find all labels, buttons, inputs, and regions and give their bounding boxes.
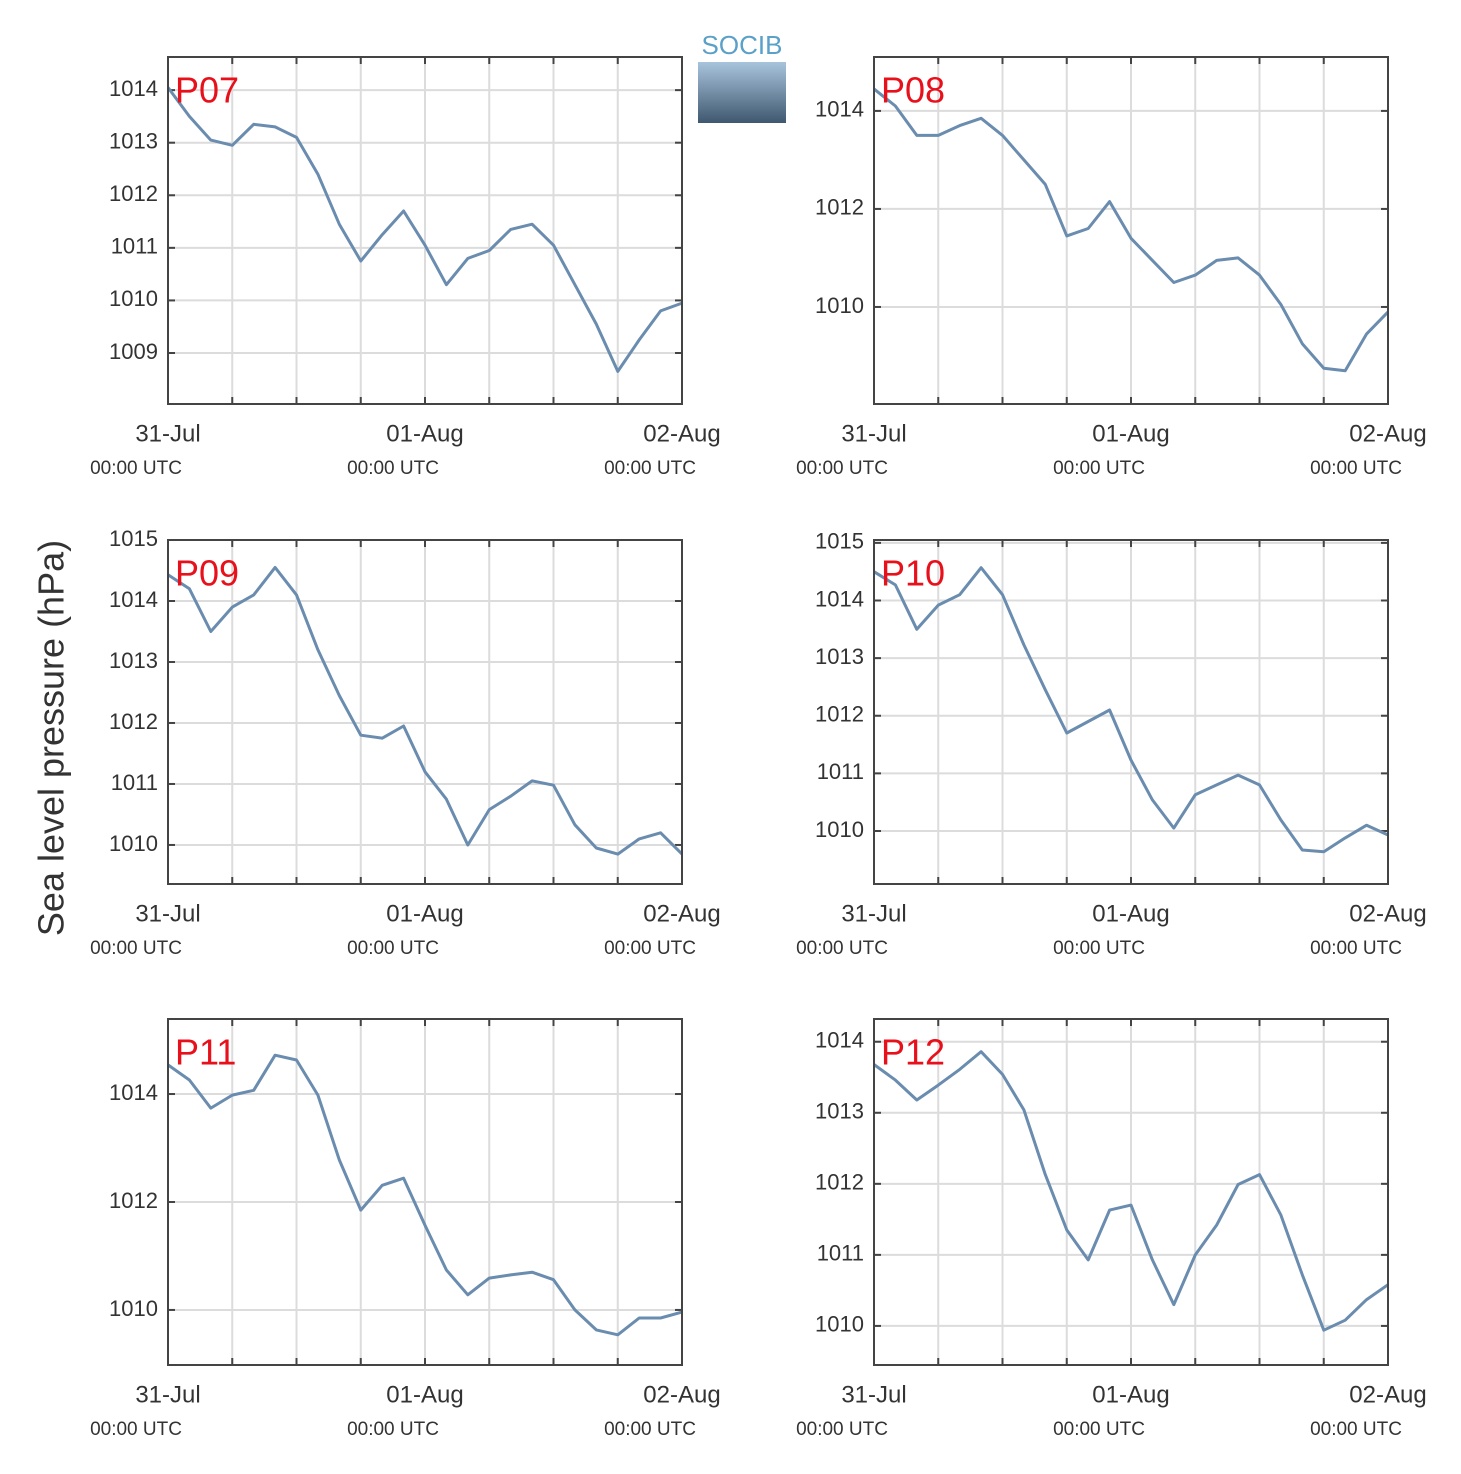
line	[873, 1050, 1389, 1332]
y-tick-label: 1010	[815, 293, 864, 318]
x-tick-label: 02-Aug	[643, 1381, 720, 1408]
x-tick-sublabel: 00:00 UTC	[1053, 1419, 1145, 1440]
y-axis-label: Sea level pressure (hPa)	[31, 540, 72, 936]
y-tick-label: 1009	[109, 339, 158, 364]
axes-frame	[873, 56, 1389, 405]
y-tick-label: 1012	[815, 702, 864, 727]
y-tick-label: 1010	[815, 817, 864, 842]
axes-frame	[167, 539, 683, 885]
line	[167, 565, 684, 856]
y-tick-label: 1013	[109, 648, 158, 673]
x-tick-sublabel: 00:00 UTC	[796, 938, 888, 959]
y-tick-label: 1013	[815, 1099, 864, 1124]
panel-title: P10	[881, 553, 945, 594]
y-tick-label: 1015	[109, 526, 158, 551]
x-tick-label: 02-Aug	[1349, 420, 1426, 447]
x-tick-sublabel: 00:00 UTC	[1053, 938, 1145, 959]
x-tick-sublabel: 00:00 UTC	[604, 458, 696, 479]
x-tick-label: 01-Aug	[1092, 900, 1169, 927]
x-tick-label: 31-Jul	[135, 420, 200, 447]
x-tick-sublabel: 00:00 UTC	[347, 938, 439, 959]
y-tick-label: 1014	[109, 1080, 158, 1105]
panel-title: P11	[175, 1032, 236, 1073]
panel-title: P07	[175, 70, 239, 111]
x-tick-label: 31-Jul	[135, 900, 200, 927]
x-tick-label: 01-Aug	[1092, 1381, 1169, 1408]
x-tick-sublabel: 00:00 UTC	[347, 1419, 439, 1440]
x-tick-sublabel: 00:00 UTC	[90, 1419, 182, 1440]
x-tick-sublabel: 00:00 UTC	[604, 938, 696, 959]
panel-title: P12	[881, 1032, 945, 1073]
y-tick-label: 1012	[109, 181, 158, 206]
y-tick-label: 1011	[111, 770, 158, 795]
x-tick-label: 31-Jul	[841, 1381, 906, 1408]
y-tick-label: 1014	[815, 97, 864, 122]
logo: SOCIB	[698, 30, 786, 123]
logo-text: SOCIB	[702, 30, 783, 60]
x-tick-label: 01-Aug	[386, 1381, 463, 1408]
x-tick-label: 01-Aug	[1092, 420, 1169, 447]
x-tick-sublabel: 00:00 UTC	[604, 1419, 696, 1440]
y-tick-label: 1010	[815, 1312, 864, 1337]
y-tick-label: 1012	[109, 1188, 158, 1213]
x-tick-label: 02-Aug	[643, 900, 720, 927]
x-tick-label: 31-Jul	[135, 1381, 200, 1408]
y-tick-label: 1014	[815, 1028, 864, 1053]
x-tick-label: 31-Jul	[841, 420, 906, 447]
y-tick-label: 1013	[109, 129, 158, 154]
panel-title: P08	[881, 70, 945, 111]
axes-frame	[873, 1018, 1389, 1366]
x-tick-sublabel: 00:00 UTC	[90, 938, 182, 959]
line	[166, 86, 683, 373]
y-tick-label: 1014	[109, 76, 158, 101]
line	[167, 1053, 683, 1337]
y-tick-label: 1010	[109, 286, 158, 311]
x-tick-sublabel: 00:00 UTC	[796, 1419, 888, 1440]
x-tick-label: 02-Aug	[643, 420, 720, 447]
y-tick-label: 1011	[111, 234, 158, 259]
y-tick-label: 1011	[817, 759, 864, 784]
x-tick-label: 01-Aug	[386, 420, 463, 447]
y-tick-label: 1012	[815, 195, 864, 220]
y-tick-label: 1012	[109, 709, 158, 734]
axes-frame	[167, 56, 683, 405]
line	[873, 566, 1389, 854]
y-tick-label: 1015	[815, 529, 864, 554]
axes-frame	[167, 1018, 683, 1366]
y-tick-label: 1014	[109, 587, 158, 612]
x-tick-label: 01-Aug	[386, 900, 463, 927]
axes-frame	[873, 539, 1389, 885]
x-tick-sublabel: 00:00 UTC	[90, 458, 182, 479]
line	[873, 87, 1390, 373]
y-tick-label: 1012	[815, 1170, 864, 1195]
x-tick-sublabel: 00:00 UTC	[1310, 458, 1402, 479]
y-tick-label: 1010	[109, 1296, 158, 1321]
x-tick-sublabel: 00:00 UTC	[796, 458, 888, 479]
x-tick-sublabel: 00:00 UTC	[1053, 458, 1145, 479]
x-tick-label: 31-Jul	[841, 900, 906, 927]
y-tick-label: 1010	[109, 831, 158, 856]
x-tick-sublabel: 00:00 UTC	[1310, 938, 1402, 959]
x-tick-sublabel: 00:00 UTC	[1310, 1419, 1402, 1440]
y-tick-label: 1011	[817, 1241, 864, 1266]
x-tick-label: 02-Aug	[1349, 900, 1426, 927]
y-tick-label: 1014	[815, 586, 864, 611]
logo-wave	[698, 62, 786, 123]
x-tick-label: 02-Aug	[1349, 1381, 1426, 1408]
y-tick-label: 1013	[815, 644, 864, 669]
panel-title: P09	[175, 553, 239, 594]
x-tick-sublabel: 00:00 UTC	[347, 458, 439, 479]
